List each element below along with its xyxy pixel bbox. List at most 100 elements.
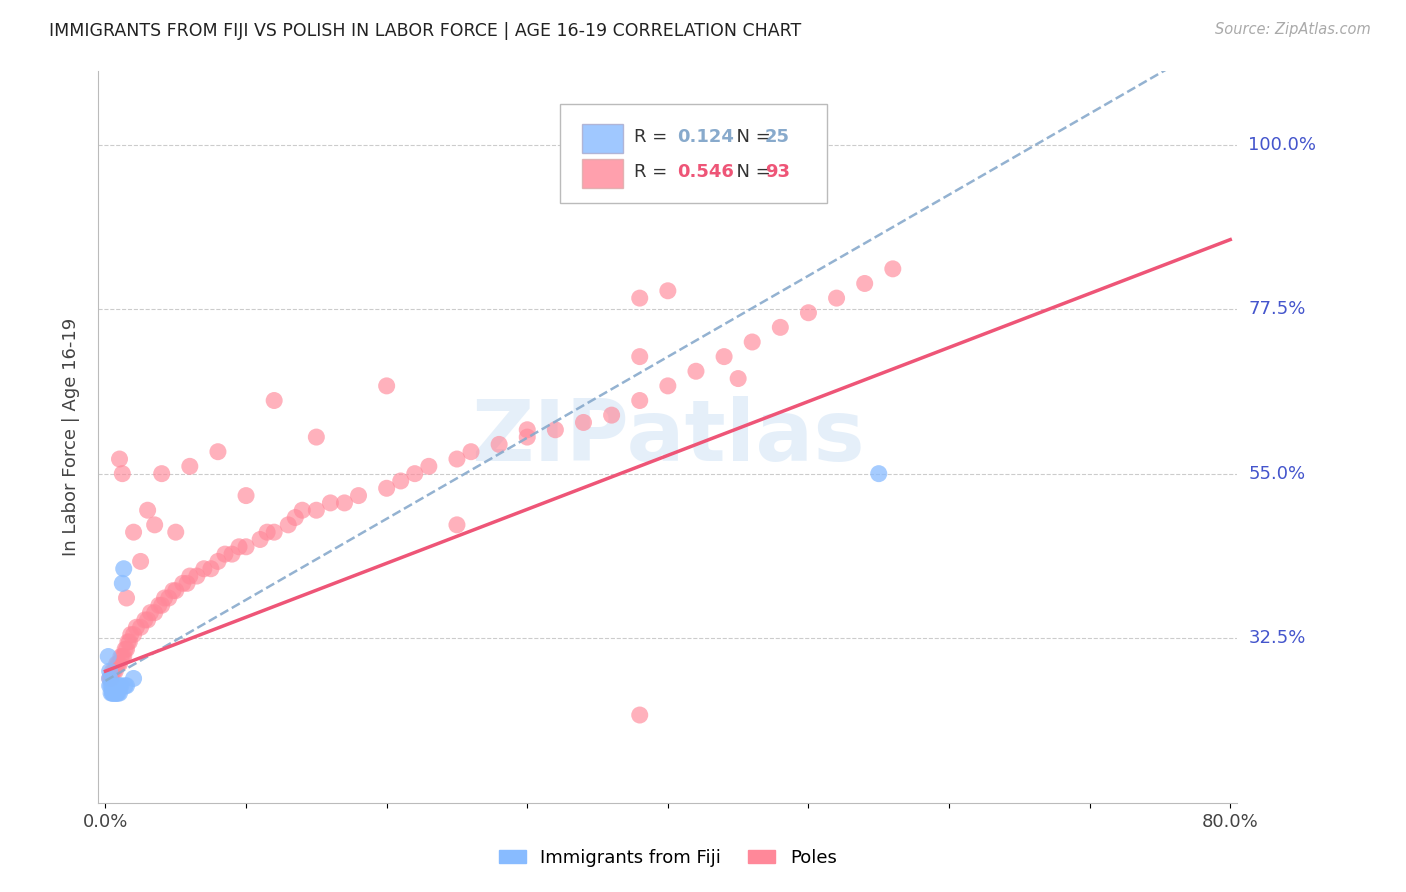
Point	[150, 467, 173, 481]
Point	[104, 686, 127, 700]
Point	[157, 591, 180, 605]
Point	[112, 649, 135, 664]
Point	[741, 334, 763, 349]
Point	[98, 664, 121, 678]
Point	[305, 430, 328, 444]
Point	[868, 467, 890, 481]
Point	[176, 576, 198, 591]
Point	[713, 350, 735, 364]
Point	[460, 444, 482, 458]
Point	[319, 496, 342, 510]
Point	[105, 686, 128, 700]
Point	[129, 620, 152, 634]
Point	[112, 562, 135, 576]
Point	[193, 562, 215, 576]
Point	[115, 642, 138, 657]
Point	[172, 576, 194, 591]
Point	[110, 649, 132, 664]
Point	[97, 649, 120, 664]
Point	[105, 686, 128, 700]
Point	[882, 261, 904, 276]
Point	[165, 525, 187, 540]
FancyBboxPatch shape	[582, 159, 623, 188]
Point	[114, 679, 136, 693]
Point	[235, 489, 257, 503]
FancyBboxPatch shape	[560, 104, 827, 203]
Point	[628, 708, 651, 723]
Point	[162, 583, 184, 598]
Text: 93: 93	[765, 163, 790, 181]
Point	[100, 679, 122, 693]
Text: 100.0%: 100.0%	[1249, 136, 1316, 153]
Point	[143, 606, 166, 620]
Legend: Immigrants from Fiji, Poles: Immigrants from Fiji, Poles	[492, 842, 844, 874]
Point	[186, 569, 208, 583]
Point	[544, 423, 567, 437]
Point	[120, 627, 142, 641]
Point	[375, 481, 398, 495]
Point	[179, 459, 201, 474]
Point	[103, 686, 125, 700]
Point	[769, 320, 792, 334]
Point	[101, 686, 124, 700]
Point	[122, 672, 145, 686]
Point	[107, 657, 129, 671]
Point	[125, 620, 148, 634]
Point	[111, 649, 134, 664]
Point	[389, 474, 412, 488]
Point	[228, 540, 250, 554]
Point	[685, 364, 707, 378]
Point	[488, 437, 510, 451]
Text: Source: ZipAtlas.com: Source: ZipAtlas.com	[1215, 22, 1371, 37]
Point	[797, 306, 820, 320]
Text: R =: R =	[634, 163, 672, 181]
Point	[657, 379, 679, 393]
Text: 77.5%: 77.5%	[1249, 300, 1306, 318]
Point	[418, 459, 440, 474]
Point	[114, 642, 136, 657]
Point	[111, 467, 134, 481]
Text: N =: N =	[725, 163, 776, 181]
Point	[108, 679, 131, 693]
Point	[118, 635, 141, 649]
Point	[103, 664, 125, 678]
Point	[446, 452, 468, 467]
Point	[134, 613, 156, 627]
Point	[249, 533, 271, 547]
Point	[263, 393, 285, 408]
Point	[404, 467, 426, 481]
Point	[107, 686, 129, 700]
Point	[200, 562, 222, 576]
Point	[136, 503, 159, 517]
Point	[117, 635, 139, 649]
Point	[108, 452, 131, 467]
Point	[179, 569, 201, 583]
Point	[110, 679, 132, 693]
Point	[98, 679, 121, 693]
Text: 55.0%: 55.0%	[1249, 465, 1306, 483]
Point	[101, 679, 124, 693]
Text: 32.5%: 32.5%	[1249, 629, 1306, 648]
Point	[284, 510, 307, 524]
Point	[129, 554, 152, 568]
Point	[108, 657, 131, 671]
Point	[101, 664, 124, 678]
Text: 0.124: 0.124	[676, 128, 734, 145]
Point	[600, 408, 623, 422]
Point	[105, 657, 128, 671]
Point	[150, 599, 173, 613]
Point	[347, 489, 370, 503]
Point	[305, 503, 328, 517]
Point	[221, 547, 243, 561]
Text: N =: N =	[725, 128, 776, 145]
Point	[713, 137, 735, 152]
Point	[139, 606, 162, 620]
Point	[143, 517, 166, 532]
Text: IMMIGRANTS FROM FIJI VS POLISH IN LABOR FORCE | AGE 16-19 CORRELATION CHART: IMMIGRANTS FROM FIJI VS POLISH IN LABOR …	[49, 22, 801, 40]
FancyBboxPatch shape	[582, 124, 623, 153]
Point	[104, 686, 127, 700]
Point	[98, 672, 121, 686]
Point	[111, 576, 134, 591]
Point	[153, 591, 176, 605]
Point	[263, 525, 285, 540]
